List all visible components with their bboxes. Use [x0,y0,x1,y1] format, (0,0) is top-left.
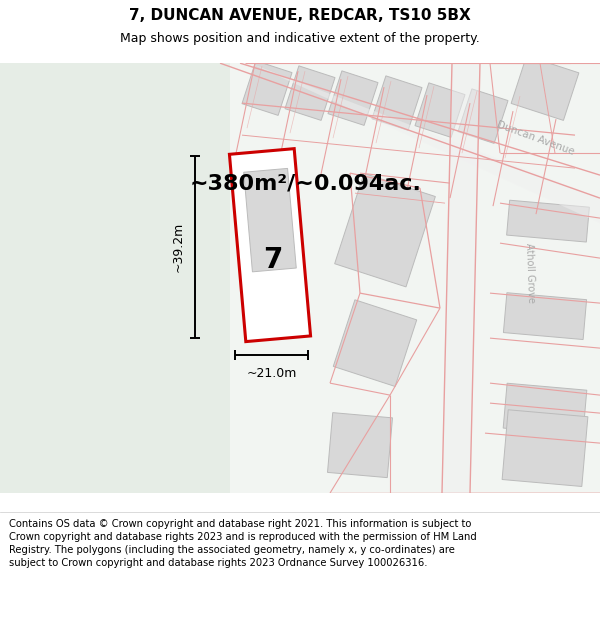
Text: 7, DUNCAN AVENUE, REDCAR, TS10 5BX: 7, DUNCAN AVENUE, REDCAR, TS10 5BX [129,8,471,23]
Bar [372,76,422,131]
Polygon shape [0,63,230,493]
Bar [229,149,311,342]
Bar [503,292,587,339]
Text: Atholl Grove: Atholl Grove [524,243,536,303]
Bar [458,89,508,143]
Bar [244,168,296,272]
Bar [415,83,465,138]
Bar [0,63,600,493]
Bar [285,66,335,121]
Polygon shape [442,63,480,493]
Text: ~380m²/~0.094ac.: ~380m²/~0.094ac. [190,173,422,193]
Bar [335,173,436,287]
Text: 7: 7 [263,246,283,274]
Bar [503,383,587,435]
Bar [328,71,378,126]
Bar [333,300,417,386]
Text: Duncan Avenue: Duncan Avenue [495,119,575,157]
Text: Map shows position and indicative extent of the property.: Map shows position and indicative extent… [120,32,480,45]
Bar [511,56,579,121]
Bar [242,61,292,116]
Text: ~39.2m: ~39.2m [172,222,185,272]
Bar [506,200,589,242]
Text: Contains OS data © Crown copyright and database right 2021. This information is : Contains OS data © Crown copyright and d… [9,519,477,568]
Text: ~21.0m: ~21.0m [247,367,296,380]
Polygon shape [250,63,600,223]
Bar [328,412,392,478]
Bar [502,410,588,486]
